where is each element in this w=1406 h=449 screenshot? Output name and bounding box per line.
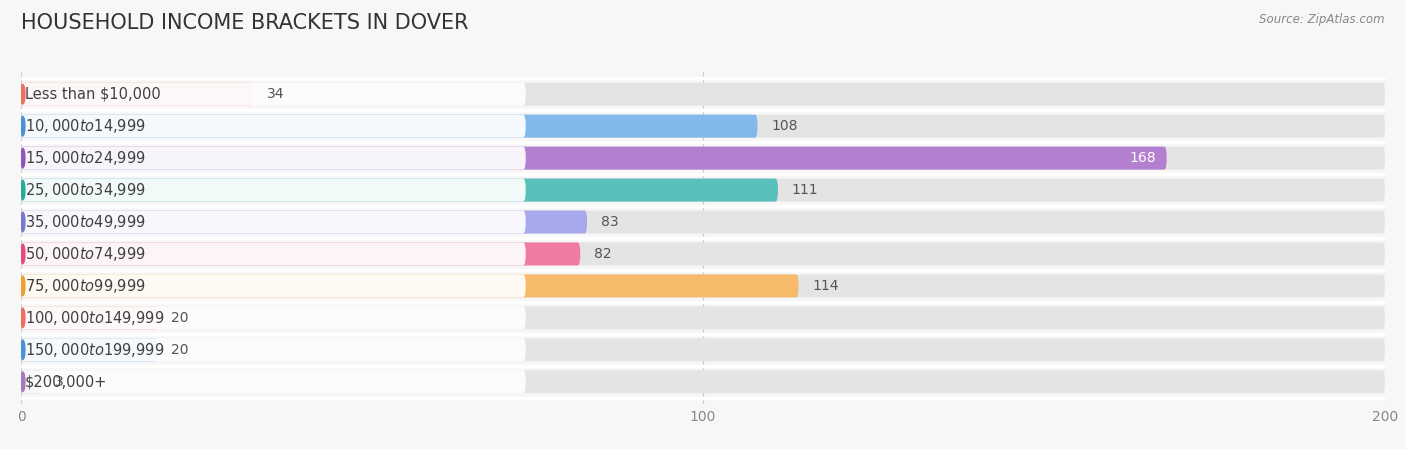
FancyBboxPatch shape bbox=[21, 146, 526, 170]
Text: $15,000 to $24,999: $15,000 to $24,999 bbox=[25, 149, 146, 167]
FancyBboxPatch shape bbox=[21, 370, 1385, 393]
Text: 20: 20 bbox=[172, 343, 188, 357]
FancyBboxPatch shape bbox=[21, 306, 526, 330]
Text: $25,000 to $34,999: $25,000 to $34,999 bbox=[25, 181, 146, 199]
Text: 34: 34 bbox=[267, 87, 284, 101]
Circle shape bbox=[21, 84, 25, 104]
FancyBboxPatch shape bbox=[21, 306, 1385, 330]
FancyBboxPatch shape bbox=[21, 83, 1385, 106]
FancyBboxPatch shape bbox=[21, 142, 1385, 174]
Text: 82: 82 bbox=[593, 247, 612, 261]
Text: 20: 20 bbox=[172, 311, 188, 325]
FancyBboxPatch shape bbox=[21, 211, 588, 233]
FancyBboxPatch shape bbox=[21, 110, 1385, 142]
Circle shape bbox=[21, 372, 25, 392]
Text: HOUSEHOLD INCOME BRACKETS IN DOVER: HOUSEHOLD INCOME BRACKETS IN DOVER bbox=[21, 13, 468, 34]
FancyBboxPatch shape bbox=[21, 83, 253, 106]
Text: $10,000 to $14,999: $10,000 to $14,999 bbox=[25, 117, 146, 135]
FancyBboxPatch shape bbox=[21, 370, 526, 393]
FancyBboxPatch shape bbox=[21, 211, 526, 233]
Circle shape bbox=[21, 180, 25, 200]
FancyBboxPatch shape bbox=[21, 334, 1385, 366]
FancyBboxPatch shape bbox=[21, 179, 526, 202]
FancyBboxPatch shape bbox=[21, 270, 1385, 302]
FancyBboxPatch shape bbox=[21, 114, 526, 138]
Circle shape bbox=[21, 276, 25, 295]
FancyBboxPatch shape bbox=[21, 274, 799, 297]
FancyBboxPatch shape bbox=[21, 366, 1385, 398]
FancyBboxPatch shape bbox=[21, 146, 1167, 170]
FancyBboxPatch shape bbox=[21, 370, 42, 393]
FancyBboxPatch shape bbox=[21, 338, 157, 361]
FancyBboxPatch shape bbox=[21, 242, 581, 265]
FancyBboxPatch shape bbox=[21, 78, 1385, 110]
FancyBboxPatch shape bbox=[21, 179, 778, 202]
FancyBboxPatch shape bbox=[21, 274, 1385, 297]
Text: Source: ZipAtlas.com: Source: ZipAtlas.com bbox=[1260, 13, 1385, 26]
FancyBboxPatch shape bbox=[21, 242, 1385, 265]
FancyBboxPatch shape bbox=[21, 114, 1385, 138]
Text: 108: 108 bbox=[772, 119, 797, 133]
FancyBboxPatch shape bbox=[21, 83, 526, 106]
Text: 83: 83 bbox=[600, 215, 619, 229]
FancyBboxPatch shape bbox=[21, 146, 1385, 170]
Circle shape bbox=[21, 340, 25, 360]
Circle shape bbox=[21, 244, 25, 264]
FancyBboxPatch shape bbox=[21, 114, 758, 138]
Text: $150,000 to $199,999: $150,000 to $199,999 bbox=[25, 341, 165, 359]
Circle shape bbox=[21, 149, 25, 168]
Text: $75,000 to $99,999: $75,000 to $99,999 bbox=[25, 277, 146, 295]
FancyBboxPatch shape bbox=[21, 179, 1385, 202]
Text: 114: 114 bbox=[813, 279, 838, 293]
FancyBboxPatch shape bbox=[21, 238, 1385, 270]
FancyBboxPatch shape bbox=[21, 274, 526, 297]
Text: $35,000 to $49,999: $35,000 to $49,999 bbox=[25, 213, 146, 231]
Text: $50,000 to $74,999: $50,000 to $74,999 bbox=[25, 245, 146, 263]
FancyBboxPatch shape bbox=[21, 206, 1385, 238]
FancyBboxPatch shape bbox=[21, 242, 526, 265]
FancyBboxPatch shape bbox=[21, 174, 1385, 206]
Text: $200,000+: $200,000+ bbox=[25, 374, 107, 389]
FancyBboxPatch shape bbox=[21, 306, 157, 330]
Text: 111: 111 bbox=[792, 183, 818, 197]
FancyBboxPatch shape bbox=[21, 338, 1385, 361]
Text: Less than $10,000: Less than $10,000 bbox=[25, 87, 160, 102]
Text: 3: 3 bbox=[55, 375, 63, 389]
Circle shape bbox=[21, 212, 25, 232]
Text: 168: 168 bbox=[1130, 151, 1157, 165]
Circle shape bbox=[21, 308, 25, 327]
FancyBboxPatch shape bbox=[21, 338, 526, 361]
FancyBboxPatch shape bbox=[21, 302, 1385, 334]
Text: $100,000 to $149,999: $100,000 to $149,999 bbox=[25, 309, 165, 327]
Circle shape bbox=[21, 116, 25, 136]
FancyBboxPatch shape bbox=[21, 211, 1385, 233]
